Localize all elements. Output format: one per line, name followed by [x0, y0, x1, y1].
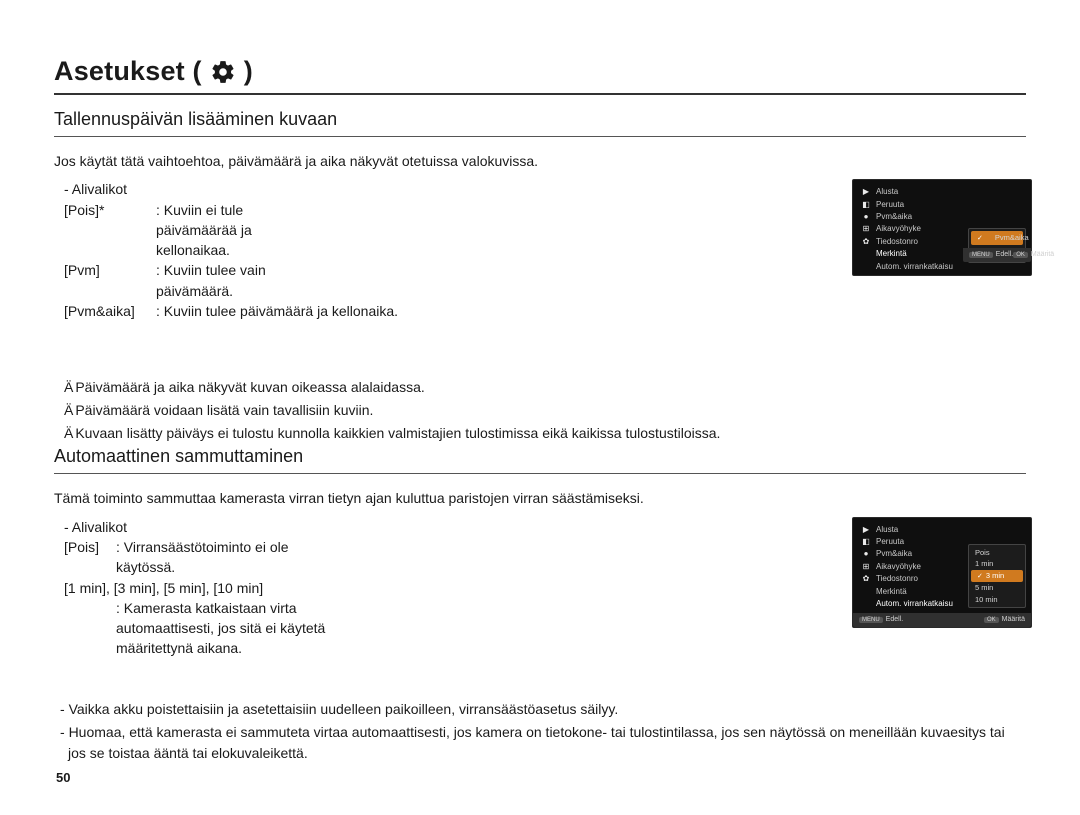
- right-bullets: - Vaikka akku poistettaisiin ja asetetta…: [54, 699, 1026, 764]
- menu-btn: MENU: [859, 617, 883, 623]
- title-suffix: ): [244, 56, 253, 87]
- defn-val: Kuviin ei tule päivämäärää ja kellonaika…: [156, 200, 326, 261]
- note: ÄKuvaan lisätty päiväys ei tulostu kunno…: [64, 423, 1026, 444]
- gear-icon: [210, 59, 236, 85]
- defn-row: [Pvm&aika] Kuviin tulee päivämäärä ja ke…: [64, 301, 1026, 321]
- popup-option: 5 min: [969, 582, 1025, 594]
- left-notes: ÄPäivämäärä ja aika näkyvät kuvan oikeas…: [64, 377, 1026, 444]
- camera-icon: ◧: [861, 537, 871, 547]
- popup-option: 10 min: [969, 594, 1025, 606]
- popup-option: ✓3 min: [971, 570, 1023, 582]
- note: ÄPäivämäärä ja aika näkyvät kuvan oikeas…: [64, 377, 1026, 398]
- gear-icon: ✿: [861, 574, 871, 584]
- menu-row: ◧Peruuta: [859, 199, 1025, 211]
- blank-icon: [861, 249, 871, 259]
- defn-key: [Pvm]: [64, 260, 156, 301]
- mic-icon: ●: [861, 550, 871, 560]
- defn-val: Kuviin tulee päivämäärä ja kellonaika.: [156, 301, 1026, 321]
- menu-btn: MENU: [969, 252, 993, 258]
- defn-key: [64, 598, 116, 659]
- menu-row: ▶Alusta: [859, 524, 1025, 536]
- play-icon: ▶: [861, 187, 871, 197]
- popup-option: 1 min: [969, 558, 1025, 570]
- display-icon: ⊞: [861, 225, 871, 235]
- page-number: 50: [56, 770, 70, 785]
- content-columns: Tallennuspäivän lisääminen kuvaan Jos kä…: [54, 109, 1026, 766]
- defn-key: [Pvm&aika]: [64, 301, 156, 321]
- defn-val: Virransäästötoiminto ei ole käytössä.: [116, 537, 316, 578]
- ok-btn: OK: [1013, 252, 1028, 258]
- menu-popup: Pois 1 min ✓3 min 5 min 10 min: [968, 544, 1026, 609]
- gear-icon: ✿: [861, 237, 871, 247]
- right-heading: Automaattinen sammuttaminen: [54, 446, 1026, 474]
- camera-menu-screenshot: ▶Alusta ◧Peruuta ●Pvm&aika ⊞Aikavyöhyke …: [852, 517, 1032, 629]
- blank-icon: [861, 587, 871, 597]
- defn-val: Kamerasta katkaistaan virta automaattise…: [116, 598, 336, 659]
- popup-option: ✓ Pvm&aika: [971, 231, 1023, 245]
- camera-icon: ◧: [861, 200, 871, 210]
- right-column: Automaattinen sammuttaminen Tämä toimint…: [54, 446, 1026, 763]
- play-icon: ▶: [861, 525, 871, 535]
- title-text: Asetukset (: [54, 56, 202, 87]
- mic-icon: ●: [861, 212, 871, 222]
- menu-row: ●Pvm&aika: [859, 211, 1025, 223]
- right-intro: Tämä toiminto sammuttaa kamerasta virran…: [54, 488, 1026, 508]
- blank-icon: [861, 262, 871, 272]
- left-intro: Jos käytät tätä vaihtoehtoa, päivämäärä …: [54, 151, 1026, 171]
- left-heading: Tallennuspäivän lisääminen kuvaan: [54, 109, 1026, 137]
- defn-val: Kuviin tulee vain päivämäärä.: [156, 260, 326, 301]
- defn-key: [Pois]: [64, 537, 116, 578]
- page-title: Asetukset ( ): [54, 56, 1026, 95]
- menu-popup: ✓ Pvm&aika MENUEdell. OKMääritä: [968, 228, 1026, 263]
- left-column: Tallennuspäivän lisääminen kuvaan Jos kä…: [54, 109, 1026, 766]
- bullet: - Huomaa, että kamerasta ei sammuteta vi…: [54, 722, 1026, 764]
- check-icon: ✓: [977, 572, 983, 581]
- camera-menu-screenshot: ▶Alusta ◧Peruuta ●Pvm&aika ⊞Aikavyöhyke …: [852, 179, 1032, 276]
- left-submenu: - Alivalikot [Pois]* Kuviin ei tule päiv…: [54, 179, 1026, 444]
- defn-key: [Pois]*: [64, 200, 156, 261]
- popup-option: Pois: [969, 547, 1025, 559]
- bullet: - Vaikka akku poistettaisiin ja asetetta…: [54, 699, 1026, 720]
- menu-footer: MENUEdell. OKMääritä: [853, 613, 1031, 627]
- ok-btn: OK: [984, 617, 999, 623]
- note: ÄPäivämäärä voidaan lisätä vain tavallis…: [64, 400, 1026, 421]
- menu-footer: MENUEdell. OKMääritä: [963, 248, 1031, 262]
- menu-row: ▶Alusta: [859, 186, 1025, 198]
- blank-icon: [861, 599, 871, 609]
- display-icon: ⊞: [861, 562, 871, 572]
- popup-option: Pvm&aika: [989, 232, 1035, 244]
- check-icon: ✓: [977, 234, 983, 243]
- right-submenu: - Alivalikot [Pois] Virransäästötoiminto…: [54, 517, 1026, 687]
